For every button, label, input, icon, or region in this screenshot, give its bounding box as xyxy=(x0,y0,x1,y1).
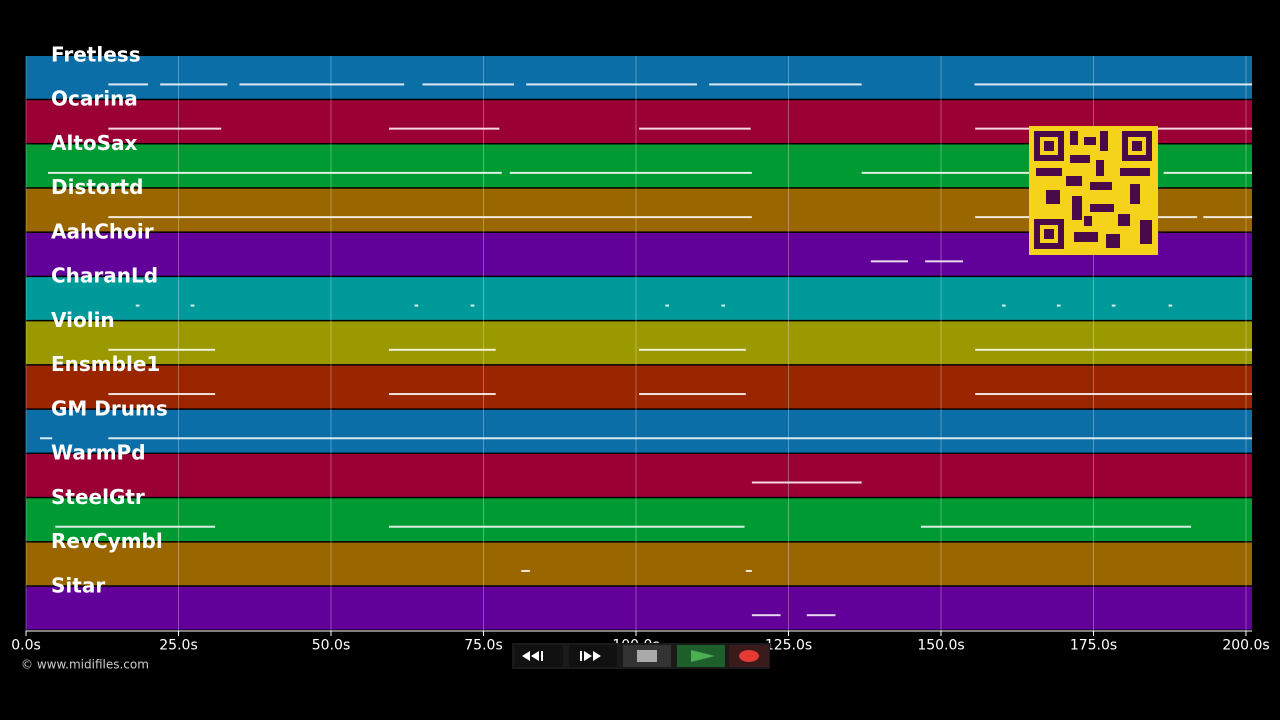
note-phrase xyxy=(55,525,216,528)
track-lane xyxy=(26,321,1252,365)
note-phrase xyxy=(1168,304,1173,307)
note-phrase xyxy=(1163,171,1253,174)
note-phrase xyxy=(751,614,781,617)
playback-controls xyxy=(512,643,770,669)
note-phrase xyxy=(108,393,216,396)
x-tick-label: 200.0s xyxy=(1222,638,1269,654)
credit: © www.midifiles.com xyxy=(21,658,149,672)
note-phrase xyxy=(388,525,745,528)
note-phrase xyxy=(1111,304,1116,307)
track-name: CharanLd xyxy=(51,264,158,288)
track-name: Ocarina xyxy=(51,87,138,111)
x-tick-label: 75.0s xyxy=(464,638,502,654)
track-lane xyxy=(26,498,1252,542)
note-phrase xyxy=(526,83,697,86)
note-phrase xyxy=(521,569,530,572)
note-phrase xyxy=(108,216,752,219)
track-name: RevCymbl xyxy=(51,529,163,553)
track-name: Distortd xyxy=(51,175,143,199)
note-phrase xyxy=(925,260,963,263)
note-phrase xyxy=(388,393,496,396)
track-name: Sitar xyxy=(51,573,105,597)
note-phrase xyxy=(414,304,419,307)
note-phrase xyxy=(1203,216,1253,219)
note-phrase xyxy=(108,348,216,351)
note-phrase xyxy=(509,171,752,174)
track-name: GM Drums xyxy=(51,396,168,420)
note-phrase xyxy=(974,83,1253,86)
note-phrase xyxy=(639,348,746,351)
note-phrase xyxy=(422,83,514,86)
note-phrase xyxy=(190,304,195,307)
note-phrase xyxy=(108,127,222,130)
note-phrase xyxy=(639,127,751,130)
note-phrase xyxy=(665,304,669,307)
track-lane xyxy=(26,409,1252,453)
track-name: AltoSax xyxy=(51,131,138,155)
x-tick-label: 0.0s xyxy=(11,638,41,654)
qr-code xyxy=(1029,126,1158,255)
track-name: Violin xyxy=(51,308,115,332)
x-tick-label: 25.0s xyxy=(159,638,197,654)
x-tick-label: 150.0s xyxy=(917,638,964,654)
note-phrase xyxy=(806,614,836,617)
note-phrase xyxy=(975,348,1253,351)
x-tick-label: 175.0s xyxy=(1070,638,1117,654)
track-lane xyxy=(26,454,1252,497)
track-lane xyxy=(26,542,1252,586)
note-phrase xyxy=(745,569,752,572)
note-phrase xyxy=(870,260,909,263)
note-phrase xyxy=(108,437,1253,440)
note-phrase xyxy=(751,481,862,484)
note-phrase xyxy=(40,437,53,440)
note-phrase xyxy=(239,83,405,86)
note-phrase xyxy=(975,393,1253,396)
track-lane xyxy=(26,277,1252,320)
note-phrase xyxy=(108,83,148,86)
note-phrase xyxy=(388,127,500,130)
track-lane xyxy=(26,365,1252,409)
track-name: AahChoir xyxy=(51,219,154,243)
track-name: Ensmble1 xyxy=(51,352,160,376)
note-phrase xyxy=(160,83,228,86)
note-phrase xyxy=(920,525,1192,528)
track-lane xyxy=(26,586,1252,630)
note-phrase xyxy=(388,348,496,351)
note-phrase xyxy=(639,393,746,396)
note-phrase xyxy=(470,304,475,307)
track-name: WarmPd xyxy=(51,441,146,465)
x-tick-label: 50.0s xyxy=(312,638,350,654)
note-phrase xyxy=(1056,304,1061,307)
note-phrase xyxy=(135,304,140,307)
x-tick-label: 125.0s xyxy=(765,638,812,654)
track-lane xyxy=(26,56,1252,99)
note-phrase xyxy=(861,171,1033,174)
note-phrase xyxy=(709,83,862,86)
note-phrase xyxy=(721,304,726,307)
note-phrase xyxy=(1002,304,1006,307)
track-name: Fretless xyxy=(51,43,141,67)
track-name: SteelGtr xyxy=(51,485,145,509)
note-phrase xyxy=(47,171,502,174)
